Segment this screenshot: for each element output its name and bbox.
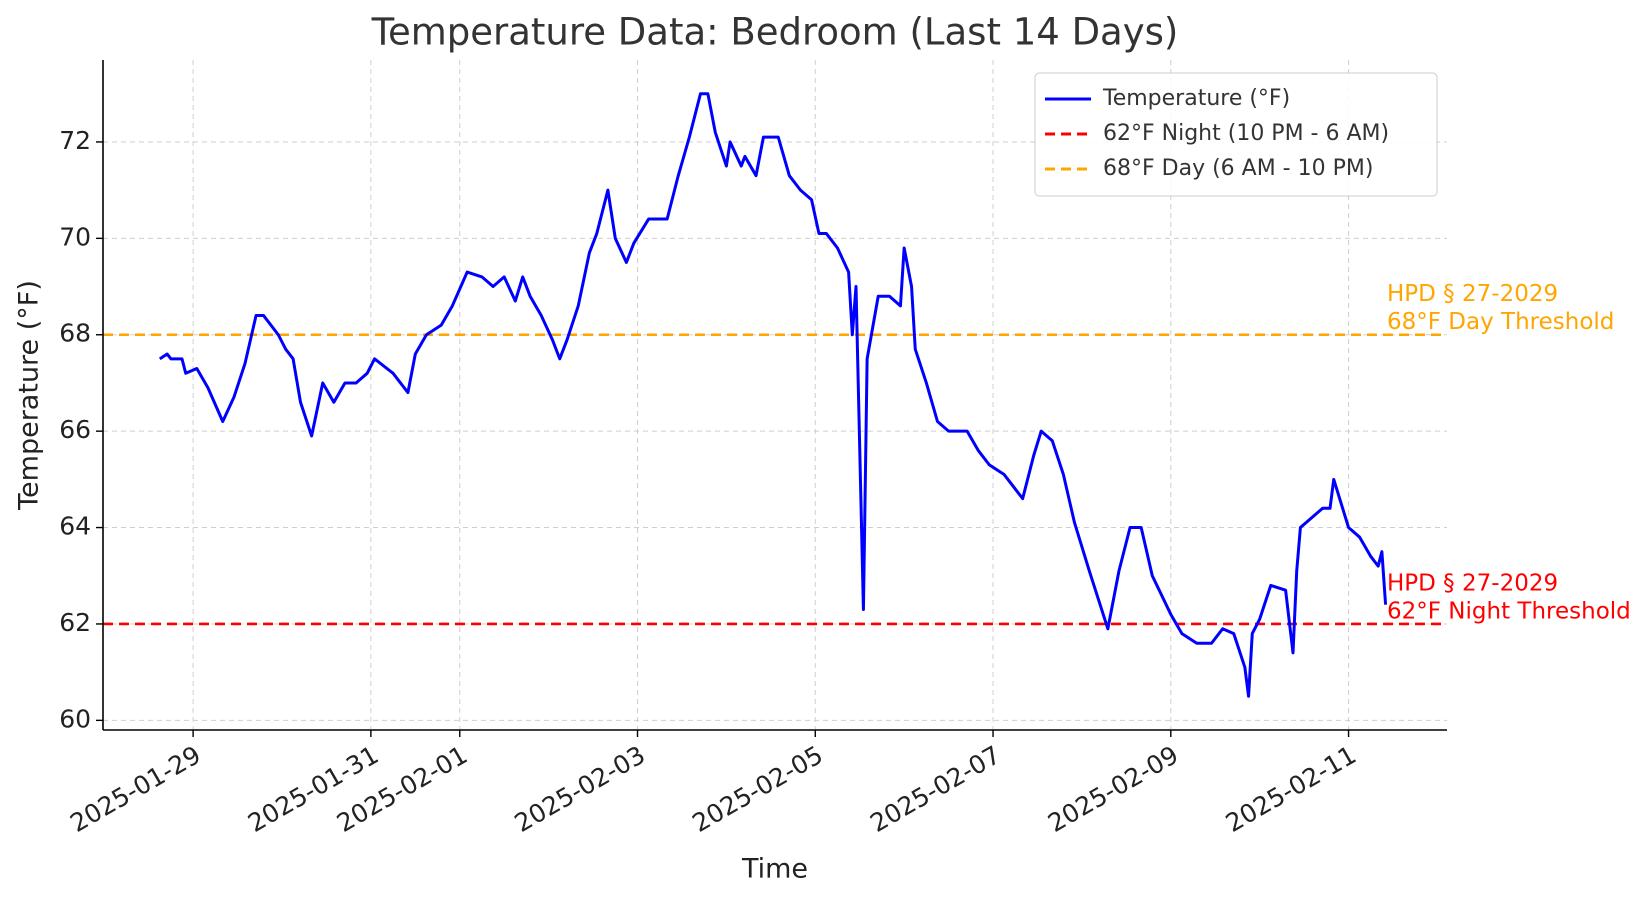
threshold-label: 62°F Night Threshold	[1387, 598, 1631, 624]
threshold-label: 68°F Day Threshold	[1387, 309, 1614, 335]
y-tick-label: 72	[59, 126, 91, 155]
y-tick-label: 60	[59, 704, 91, 733]
y-tick-label: 66	[59, 415, 91, 444]
y-tick-label: 64	[59, 512, 91, 541]
y-tick-label: 62	[59, 608, 91, 637]
x-tick-label: 2025-02-09	[1043, 740, 1183, 838]
chart-title: Temperature Data: Bedroom (Last 14 Days)	[371, 11, 1179, 54]
x-tick-label: 2025-02-11	[1221, 740, 1361, 838]
legend: Temperature (°F) 62°F Night (10 PM - 6 AM…	[1034, 72, 1438, 197]
legend-label: 62°F Night (10 PM - 6 AM)	[1103, 121, 1389, 146]
legend-label: 68°F Day (6 AM - 10 PM)	[1103, 156, 1373, 181]
x-tick-label: 2025-02-07	[865, 740, 1005, 838]
x-tick-label: 2025-02-03	[510, 740, 650, 838]
threshold-label: HPD § 27-2029	[1387, 281, 1558, 307]
threshold-label: HPD § 27-2029	[1387, 570, 1558, 596]
y-axis-label: Temperature (°F)	[14, 280, 45, 511]
x-tick-label: 2025-02-05	[687, 740, 827, 838]
x-tick-label: 2025-01-29	[65, 740, 205, 838]
y-tick-label: 68	[59, 319, 91, 348]
y-tick-label: 70	[59, 222, 91, 251]
legend-label: Temperature (°F)	[1102, 86, 1290, 111]
temperature-line	[158, 92, 1388, 698]
x-axis-label: Time	[741, 854, 808, 885]
legend-box	[1034, 72, 1438, 197]
